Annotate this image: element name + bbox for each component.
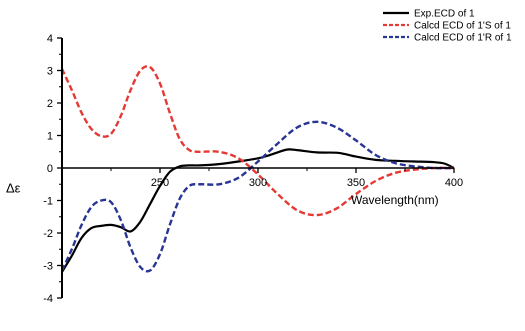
legend-label: Calcd ECD of 1'S of 1 [414,21,511,32]
y-tick-label: 1 [47,131,53,143]
y-tick-label: 2 [47,98,53,110]
y-tick-label: 0 [47,163,53,175]
x-tick-label: 350 [347,177,365,189]
y-tick-label: -2 [43,228,53,240]
plot-area [60,65,455,273]
series-line-exp-ecd [61,148,455,273]
y-tick-label: -1 [43,196,53,208]
x-tick-label: 250 [151,177,169,189]
y-tick-label: -4 [43,293,53,305]
series-line-calcd-1r [60,120,455,273]
x-ticks: 250 300 350 400 [110,168,463,189]
y-axis-label: Δε [6,180,21,195]
x-tick-label: 400 [445,177,463,189]
legend-label: Exp.ECD of 1 [414,9,475,20]
legend-label: Calcd ECD of 1'R of 1 [414,33,512,44]
y-tick-label: 4 [47,33,53,45]
x-axis-label: Wavelength(nm) [351,193,439,207]
series-line-calcd-1s [60,65,455,217]
x-tick-label: 300 [249,177,267,189]
axes: -4 -3 -2 -1 0 1 2 3 4 250 300 350 400 Δε Wavelength… [6,33,463,305]
y-ticks: -4 -3 -2 -1 0 1 2 3 4 [43,33,62,305]
y-tick-label: 3 [47,66,53,78]
y-tick-label: -3 [43,261,53,273]
